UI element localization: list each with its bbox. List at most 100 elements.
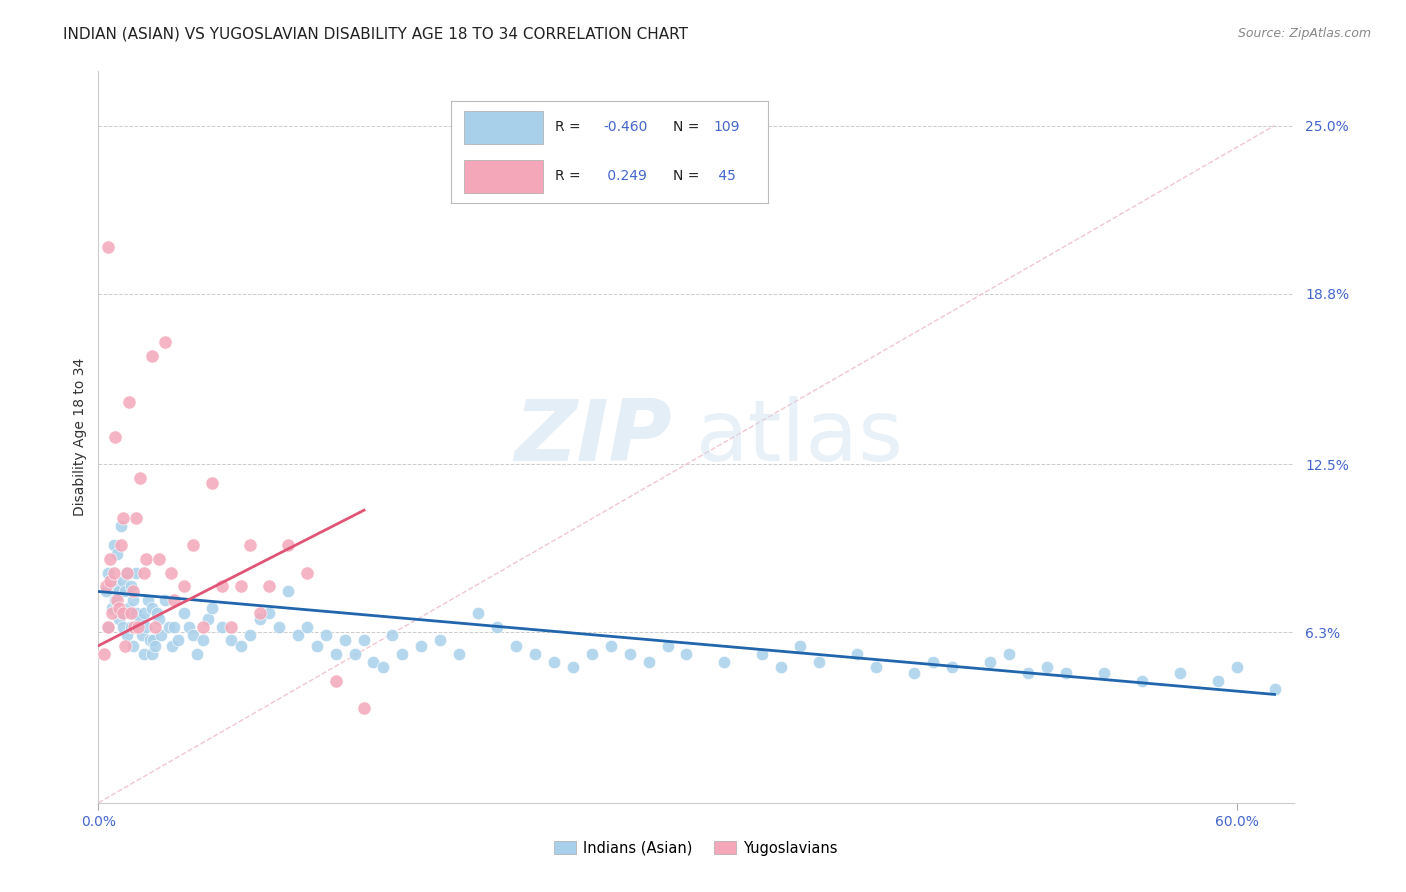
Point <box>135 620 157 634</box>
Point <box>267 620 290 634</box>
Point <box>163 620 186 634</box>
Point <box>391 647 413 661</box>
Point <box>132 647 155 661</box>
Point <box>121 592 143 607</box>
Point <box>115 628 138 642</box>
Point <box>305 639 328 653</box>
Point <box>132 606 155 620</box>
Point <box>173 579 195 593</box>
Point <box>127 620 149 634</box>
Point <box>129 471 152 485</box>
Point <box>751 647 773 661</box>
Point <box>136 592 159 607</box>
Point <box>118 395 141 409</box>
Point <box>94 584 117 599</box>
Point <box>219 633 242 648</box>
Point <box>581 647 603 661</box>
Point <box>257 606 280 620</box>
Point <box>105 547 128 561</box>
Point <box>104 592 127 607</box>
Point <box>1206 673 1229 688</box>
Point <box>295 566 318 580</box>
Text: atlas: atlas <box>696 395 904 479</box>
Point <box>315 628 337 642</box>
Point <box>108 611 131 625</box>
Point <box>295 620 318 634</box>
Point <box>125 566 148 580</box>
Point <box>150 628 173 642</box>
Point <box>561 660 583 674</box>
Point <box>112 620 135 634</box>
Point <box>429 633 451 648</box>
Point <box>135 552 157 566</box>
Point <box>789 639 811 653</box>
Point <box>98 579 121 593</box>
Point <box>127 620 149 634</box>
Point <box>186 647 208 661</box>
Point <box>97 240 120 254</box>
Point <box>112 606 135 620</box>
Point <box>132 566 155 580</box>
Point <box>118 600 141 615</box>
Point <box>162 639 184 653</box>
Point <box>124 606 146 620</box>
Point <box>138 633 160 648</box>
Point <box>1036 660 1059 674</box>
Point <box>353 701 375 715</box>
Point <box>219 620 242 634</box>
Point <box>333 633 356 648</box>
Point <box>142 633 165 648</box>
Point <box>197 611 219 625</box>
Point <box>808 655 831 669</box>
Point <box>675 647 697 661</box>
Point <box>181 538 204 552</box>
Point <box>146 606 169 620</box>
Point <box>1054 665 1077 680</box>
Point <box>922 655 945 669</box>
Point <box>114 639 136 653</box>
Legend: Indians (Asian), Yugoslavians: Indians (Asian), Yugoslavians <box>548 835 844 862</box>
Point <box>447 647 470 661</box>
Text: INDIAN (ASIAN) VS YUGOSLAVIAN DISABILITY AGE 18 TO 34 CORRELATION CHART: INDIAN (ASIAN) VS YUGOSLAVIAN DISABILITY… <box>63 27 689 42</box>
Point <box>325 673 347 688</box>
Point <box>657 639 679 653</box>
Point <box>105 592 128 607</box>
Point <box>381 628 404 642</box>
Point <box>121 584 143 599</box>
Point <box>179 620 201 634</box>
Text: Source: ZipAtlas.com: Source: ZipAtlas.com <box>1237 27 1371 40</box>
Point <box>770 660 793 674</box>
Point <box>173 606 195 620</box>
Point <box>97 620 120 634</box>
Point <box>143 639 166 653</box>
Point <box>229 579 252 593</box>
Point <box>505 639 527 653</box>
Point <box>115 566 138 580</box>
Point <box>998 647 1021 661</box>
Point <box>124 620 146 634</box>
Point <box>108 584 131 599</box>
Point <box>257 579 280 593</box>
Point <box>191 620 214 634</box>
Point <box>353 633 375 648</box>
Point <box>153 335 176 350</box>
Point <box>110 519 132 533</box>
Point <box>163 592 186 607</box>
Point <box>1017 665 1039 680</box>
Point <box>941 660 963 674</box>
Point <box>467 606 489 620</box>
Point <box>1130 673 1153 688</box>
Point <box>114 584 136 599</box>
Point <box>239 538 262 552</box>
Point <box>211 620 233 634</box>
Point <box>1264 681 1286 696</box>
Point <box>105 579 128 593</box>
Point <box>637 655 659 669</box>
Point <box>120 606 142 620</box>
Point <box>599 639 621 653</box>
Point <box>129 611 152 625</box>
Point <box>98 552 121 566</box>
Point <box>143 620 166 634</box>
Point <box>112 574 135 588</box>
Point <box>181 628 204 642</box>
